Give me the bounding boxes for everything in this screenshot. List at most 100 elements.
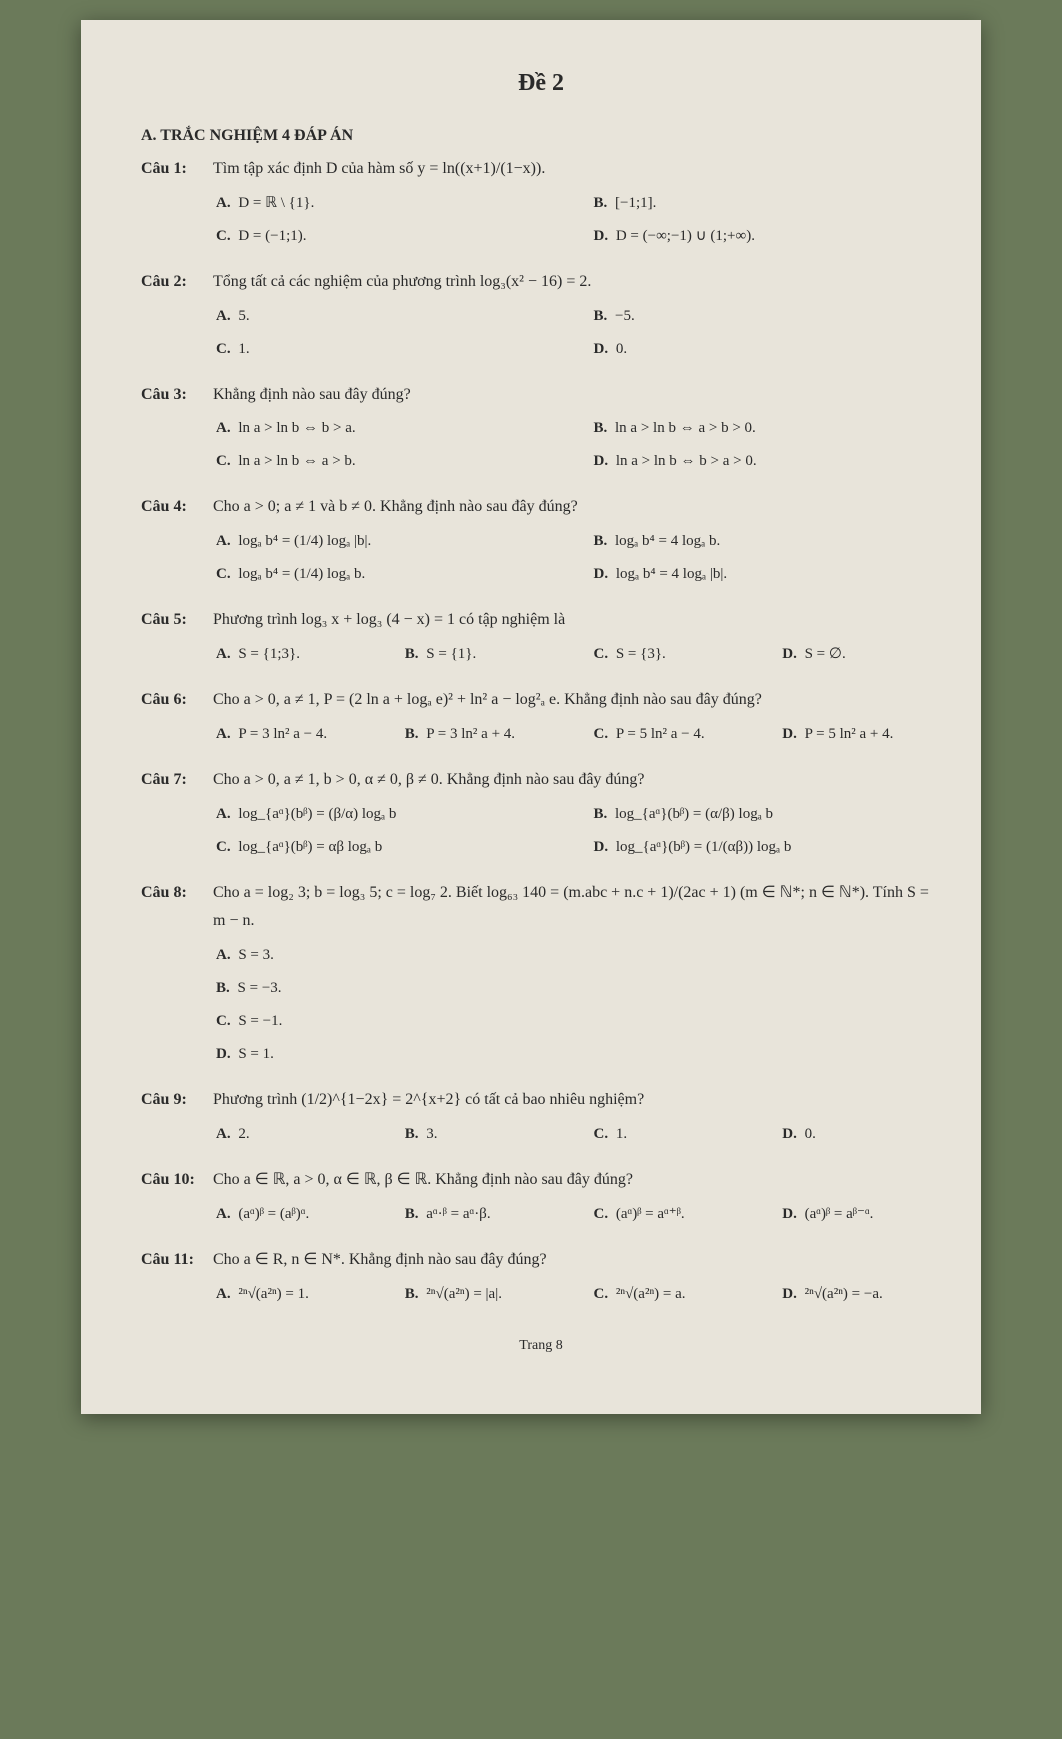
question-text: Cho a > 0, a ≠ 1, b > 0, α ≠ 0, β ≠ 0. K… [213,766,941,795]
answer-text: S = {1}. [423,646,477,662]
answer-label: D. [782,1286,797,1302]
answer-item: C. S = {3}. [594,641,753,668]
answer-item: D. 0. [594,336,942,363]
answer-item: B. −5. [594,303,942,330]
question-text: Tìm tập xác định D của hàm số y = ln((x+… [213,155,941,184]
answer-item: B. S = {1}. [405,641,564,668]
answer-text: log_{aᵅ}(bᵝ) = (α/β) logₐ b [611,806,773,822]
question: Câu 5:Phương trình log₃ x + log₃ (4 − x)… [141,606,941,668]
answer-label: C. [216,341,231,357]
answer-item: B. [−1;1]. [594,190,942,217]
answer-item: D. ln a > ln b ⇔ b > a > 0. [594,448,942,475]
question-label: Câu 3: [141,381,201,410]
answer-label: A. [216,195,231,211]
exam-title: Đề 2 [141,70,941,97]
answer-label: D. [216,1046,231,1062]
answer-text: 1. [612,1126,627,1142]
answer-item: B. ²ⁿ√(a²ⁿ) = |a|. [405,1281,564,1308]
answer-text: (aᵅ)ᵝ = aᵝ⁻ᵅ. [801,1206,874,1222]
answer-item: B. P = 3 ln² a + 4. [405,721,564,748]
answer-text: 0. [612,341,627,357]
question-row: Câu 9:Phương trình (1/2)^{1−2x} = 2^{x+2… [141,1086,941,1115]
answer-label: C. [216,228,231,244]
answer-label: A. [216,1126,231,1142]
question-label: Câu 6: [141,686,201,715]
answer-text: ²ⁿ√(a²ⁿ) = |a|. [423,1286,502,1302]
question-label: Câu 8: [141,879,201,908]
answer-text: S = ∅. [801,646,846,662]
answer-text: 5. [235,308,250,324]
answers: A. 2.B. 3.C. 1.D. 0. [216,1121,941,1148]
answer-item: D. P = 5 ln² a + 4. [782,721,941,748]
answers: A. log_{aᵅ}(bᵝ) = (β/α) logₐ bB. log_{aᵅ… [216,801,941,861]
answer-label: B. [594,420,608,436]
answer-label: D. [594,566,609,582]
answer-item: C. ln a > ln b ⇔ a > b. [216,448,564,475]
answer-label: A. [216,533,231,549]
question-text: Khẳng định nào sau đây đúng? [213,381,941,410]
answer-text: ²ⁿ√(a²ⁿ) = a. [612,1286,685,1302]
answer-text: log_{aᵅ}(bᵝ) = (β/α) logₐ b [235,806,397,822]
question-label: Câu 10: [141,1166,201,1195]
answer-item: A. ²ⁿ√(a²ⁿ) = 1. [216,1281,375,1308]
answers: A. S = {1;3}. B. S = {1}. C. S = {3}. D. S … [216,641,941,668]
answer-item: D. logₐ b⁴ = 4 logₐ |b|. [594,561,942,588]
answer-label: B. [405,726,419,742]
answer-item: C. 1. [594,1121,753,1148]
answer-text: −5. [611,308,634,324]
answers: A. ln a > ln b ⇔ b > a. B. ln a > ln b ⇔ … [216,415,941,475]
answer-text: ln a > ln b ⇔ b > a. [235,420,356,436]
answers: A. S = 3.B. S = −3.C. S = −1.D. S = 1. [216,942,941,1068]
answer-label: B. [594,195,608,211]
question: Câu 8:Cho a = log₂ 3; b = log₃ 5; c = lo… [141,879,941,1069]
answer-item: D. (aᵅ)ᵝ = aᵝ⁻ᵅ. [782,1201,941,1228]
answers: A. D = ℝ \ {1}.B. [−1;1].C. D = (−1;1).D… [216,190,941,250]
answer-text: 1. [235,341,250,357]
answer-label: C. [216,1013,231,1029]
section-header: A. TRẮC NGHIỆM 4 ĐÁP ÁN [141,127,941,145]
answer-text: 0. [801,1126,816,1142]
question: Câu 4:Cho a > 0; a ≠ 1 và b ≠ 0. Khẳng đ… [141,493,941,588]
question-text: Phương trình log₃ x + log₃ (4 − x) = 1 c… [213,606,941,635]
answer-label: D. [782,726,797,742]
question: Câu 9:Phương trình (1/2)^{1−2x} = 2^{x+2… [141,1086,941,1148]
answer-item: D. log_{aᵅ}(bᵝ) = (1/(αβ)) logₐ b [594,834,942,861]
answer-label: A. [216,646,231,662]
answer-text: log_{aᵅ}(bᵝ) = (1/(αβ)) logₐ b [612,839,791,855]
answer-label: B. [216,980,230,996]
answer-text: D = (−1;1). [235,228,307,244]
answer-text: S = {1;3}. [235,646,300,662]
answer-label: C. [594,726,609,742]
answer-label: D. [594,839,609,855]
answers: A. 5.B. −5.C. 1.D. 0. [216,303,941,363]
answer-text: (aᵅ)ᵝ = (aᵝ)ᵅ. [235,1206,310,1222]
question-row: Câu 1:Tìm tập xác định D của hàm số y = … [141,155,941,184]
question: Câu 7: Cho a > 0, a ≠ 1, b > 0, α ≠ 0, β … [141,766,941,861]
question: Câu 3: Khẳng định nào sau đây đúng? A. ln … [141,381,941,476]
answer-item: C. ²ⁿ√(a²ⁿ) = a. [594,1281,753,1308]
answer-label: D. [594,341,609,357]
answer-item: B. 3. [405,1121,564,1148]
answer-label: D. [594,453,609,469]
answer-text: logₐ b⁴ = 4 logₐ b. [611,533,720,549]
answer-item: B. aᵅ·ᵝ = aᵅ·β. [405,1201,564,1228]
answer-item: A. D = ℝ \ {1}. [216,190,564,217]
question-text: Phương trình (1/2)^{1−2x} = 2^{x+2} có t… [213,1086,941,1115]
question-row: Câu 10:Cho a ∈ ℝ, a > 0, α ∈ ℝ, β ∈ ℝ. K… [141,1166,941,1195]
answer-text: aᵅ·ᵝ = aᵅ·β. [423,1206,491,1222]
answer-label: B. [594,533,608,549]
answer-text: ln a > ln b ⇔ a > b > 0. [611,420,756,436]
answer-item: C. S = −1. [216,1008,941,1035]
answer-label: A. [216,1286,231,1302]
answer-label: C. [594,646,609,662]
answer-label: A. [216,420,231,436]
question: Câu 11:Cho a ∈ R, n ∈ N*. Khẳng định nào… [141,1246,941,1308]
question-text: Cho a > 0, a ≠ 1, P = (2 ln a + logₐ e)²… [213,686,941,715]
answer-label: D. [782,646,797,662]
answers: A. (aᵅ)ᵝ = (aᵝ)ᵅ.B. aᵅ·ᵝ = aᵅ·β.C. (aᵅ)ᵝ… [216,1201,941,1228]
question-label: Câu 7: [141,766,201,795]
question-label: Câu 2: [141,268,201,297]
answer-item: C. log_{aᵅ}(bᵝ) = αβ logₐ b [216,834,564,861]
answer-text: ln a > ln b ⇔ b > a > 0. [612,453,757,469]
question: Câu 10:Cho a ∈ ℝ, a > 0, α ∈ ℝ, β ∈ ℝ. K… [141,1166,941,1228]
